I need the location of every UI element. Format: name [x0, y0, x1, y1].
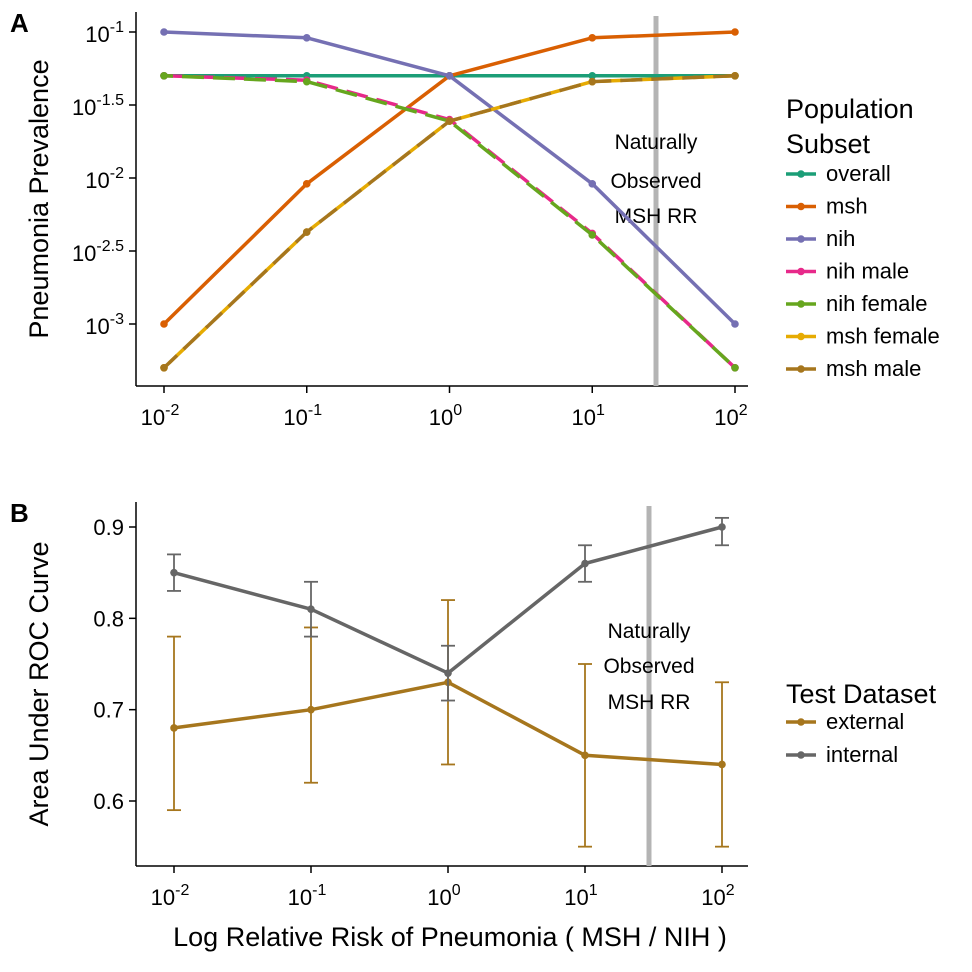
data-point-msh — [302, 180, 311, 188]
data-point-nih — [160, 28, 168, 36]
y-tick-label: 0.7 — [93, 698, 124, 723]
x-tick-label: 100 — [429, 402, 462, 430]
y-tick-label: 10-1.5 — [72, 92, 124, 120]
y-axis-label: Area Under ROC Curve — [24, 541, 54, 826]
legend-key-point — [797, 751, 805, 759]
panel-b: 10-2 10-1 100 101 102 0.6 0.7 0.8 0.9 Area Under … — [10, 498, 937, 910]
reference-line-label: Observed — [603, 655, 694, 678]
reference-line-label: MSH RR — [615, 205, 698, 228]
data-point-nih — [731, 320, 739, 328]
data-point-nih-female — [302, 77, 311, 86]
y-tick-label: 10-3 — [85, 311, 124, 339]
reference-line-label: MSH RR — [608, 691, 691, 714]
data-point-msh — [588, 34, 597, 42]
y-tick-label: 0.8 — [93, 606, 124, 631]
data-point-msh — [731, 28, 739, 36]
legend-key-point — [797, 718, 805, 726]
series-line-nih-female — [163, 74, 737, 370]
legend-key-point — [797, 170, 805, 178]
legend-key-point — [797, 235, 805, 243]
x-tick-label: 10-1 — [283, 402, 322, 430]
panel-label: A — [10, 8, 29, 38]
data-point-internal — [718, 523, 726, 531]
data-point-nih — [588, 180, 597, 188]
x-tick-label: 10-1 — [288, 882, 327, 910]
reference-line-label: Naturally — [615, 131, 698, 154]
legend-item-label: nih male — [826, 259, 909, 284]
data-point-nih — [302, 34, 311, 42]
data-point-msh-male — [302, 228, 311, 236]
legend-item-label: msh — [826, 194, 868, 219]
data-point-internal — [444, 669, 452, 677]
legend-item-label: internal — [826, 742, 898, 767]
series-group — [167, 516, 729, 848]
reference-line-label: Naturally — [608, 620, 691, 643]
y-axis-label: Pneumonia Prevalence — [24, 59, 54, 338]
legend-item-label: external — [826, 709, 904, 734]
data-point-external — [170, 724, 178, 732]
reference-line-label: Observed — [610, 170, 701, 193]
y-tick-label: 10-1 — [85, 19, 124, 47]
legend-item-label: msh male — [826, 356, 921, 381]
panel-a: 10-2 10-1 100 101 102 10-3 10-2.5 10-2 10-1.5 10-… — [10, 8, 940, 430]
x-tick-label: 101 — [572, 402, 605, 430]
data-point-internal — [170, 568, 178, 577]
legend-title: Test Dataset — [786, 679, 937, 709]
x-tick-label: 101 — [564, 882, 597, 910]
data-point-overall — [588, 72, 597, 80]
legend-key-point — [797, 365, 805, 373]
data-point-nih-female — [160, 72, 168, 80]
data-point-nih — [445, 72, 454, 80]
data-point-msh — [160, 320, 168, 328]
data-point-internal — [581, 559, 589, 568]
legend-item-label: msh female — [826, 324, 940, 349]
x-tick-label: 102 — [714, 402, 747, 430]
data-point-nih-female — [731, 364, 739, 372]
legend-key-point — [797, 267, 805, 276]
data-point-msh-male — [731, 72, 739, 80]
x-tick-label: 10-2 — [141, 402, 180, 430]
y-tick-label: 10-2 — [85, 165, 124, 193]
legend-item-label: nih — [826, 226, 855, 251]
data-point-internal — [307, 605, 315, 613]
data-point-external — [581, 751, 589, 760]
x-tick-label: 10-2 — [151, 882, 190, 910]
x-tick-label: 102 — [701, 882, 734, 910]
legend-item-label: nih female — [826, 291, 928, 316]
legend-key-point — [797, 332, 805, 341]
data-point-msh-male — [445, 117, 454, 125]
x-axis-title: Log Relative Risk of Pneumonia ( MSH / N… — [173, 922, 727, 952]
legend-item-label: overall — [826, 161, 891, 186]
data-point-nih-female — [588, 231, 597, 239]
data-point-msh-male — [588, 77, 597, 86]
data-point-msh-male — [160, 364, 168, 372]
legend-key-point — [797, 300, 805, 308]
y-tick-label: 0.9 — [93, 515, 124, 540]
legend-key-point — [797, 202, 805, 211]
legend-title: Population — [786, 94, 914, 124]
legend-title: Subset — [786, 129, 871, 159]
y-tick-label: 0.6 — [93, 789, 124, 814]
data-point-external — [718, 760, 726, 769]
series-group — [160, 28, 739, 372]
y-tick-label: 10-2.5 — [72, 238, 124, 266]
data-point-external — [307, 705, 315, 714]
x-tick-label: 100 — [427, 882, 460, 910]
panel-label: B — [10, 498, 29, 528]
